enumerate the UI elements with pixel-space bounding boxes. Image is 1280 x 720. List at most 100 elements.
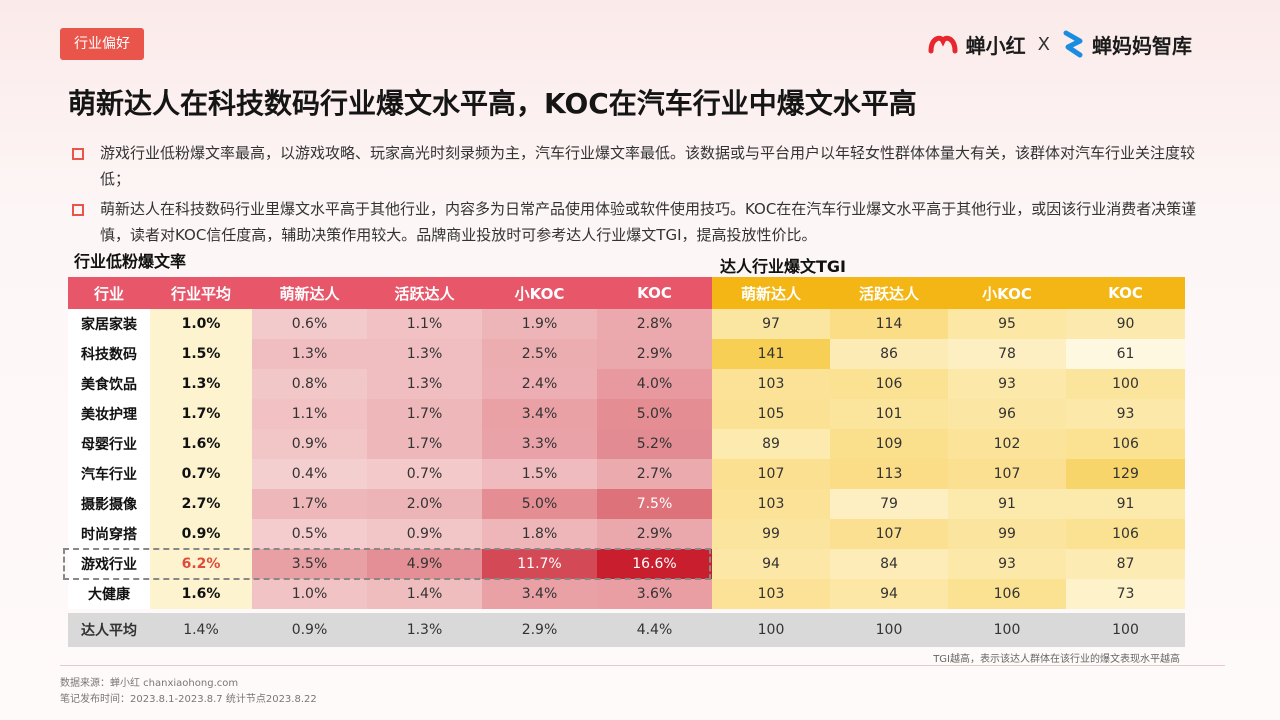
tgi-section-label: 达人行业爆文TGI — [720, 257, 847, 276]
rate-cell: 2.9% — [482, 613, 597, 647]
header-tgi-koc: KOC — [1066, 277, 1185, 309]
industry-cell: 科技数码 — [68, 339, 150, 369]
industry-cell: 汽车行业 — [68, 459, 150, 489]
tgi-cell: 102 — [948, 429, 1066, 459]
rate-cell: 2.5% — [482, 339, 597, 369]
bullet-item: 游戏行业低粉爆文率最高，以游戏攻略、玩家高光时刻录频为主，汽车行业爆文率最低。该… — [68, 140, 1198, 192]
tgi-cell: 89 — [712, 429, 830, 459]
tgi-cell: 100 — [1066, 369, 1185, 399]
rate-cell: 2.9% — [597, 339, 712, 369]
brand-logos: 蝉小红 X 蝉妈妈智库 — [928, 26, 1192, 62]
industry-avg-cell: 1.5% — [150, 339, 252, 369]
header-industry: 行业 — [68, 277, 150, 309]
industry-avg-cell: 2.7% — [150, 489, 252, 519]
tgi-cell: 109 — [830, 429, 948, 459]
table-row: 大健康 1.6% 1.0% 1.4% 3.4% 3.6% 103 94 106 73 — [68, 579, 1185, 609]
tgi-cell: 106 — [948, 579, 1066, 609]
chanxiaohong-logo-icon — [928, 35, 958, 54]
tgi-cell: 103 — [712, 489, 830, 519]
bullet-text: 游戏行业低粉爆文率最高，以游戏攻略、玩家高光时刻录频为主，汽车行业爆文率最低。该… — [100, 144, 1196, 188]
tgi-cell: 141 — [712, 339, 830, 369]
industry-avg-cell: 1.3% — [150, 369, 252, 399]
footer-source: 数据来源：蝉小红 chanxiaohong.com 笔记发布时间：2023.8.… — [60, 676, 317, 708]
footer-divider — [60, 665, 1225, 666]
rate-cell: 1.7% — [367, 399, 482, 429]
industry-cell: 时尚穿搭 — [68, 519, 150, 549]
header-tgi-newbie: 萌新达人 — [712, 277, 830, 309]
industry-cell: 家居家装 — [68, 309, 150, 339]
rate-cell: 3.3% — [482, 429, 597, 459]
rate-cell: 1.4% — [367, 579, 482, 609]
rate-cell: 4.0% — [597, 369, 712, 399]
rate-cell: 2.0% — [367, 489, 482, 519]
rate-cell: 1.3% — [367, 369, 482, 399]
rate-cell: 0.5% — [252, 519, 367, 549]
industry-avg-cell: 1.7% — [150, 399, 252, 429]
data-table: 行业 行业平均 萌新达人 活跃达人 小KOC KOC 萌新达人 活跃达人 小KO… — [68, 277, 1185, 647]
industry-avg-cell: 1.6% — [150, 429, 252, 459]
rate-cell: 1.8% — [482, 519, 597, 549]
tgi-cell: 93 — [1066, 399, 1185, 429]
tgi-cell: 100 — [1066, 613, 1185, 647]
industry-avg-cell: 0.7% — [150, 459, 252, 489]
header-rate-koc: KOC — [597, 277, 712, 309]
industry-cell: 美妆护理 — [68, 399, 150, 429]
section-tag: 行业偏好 — [60, 28, 144, 60]
industry-avg-cell: 1.4% — [150, 613, 252, 647]
tgi-cell: 106 — [1066, 429, 1185, 459]
rate-cell: 1.0% — [252, 579, 367, 609]
source-text: 数据来源：蝉小红 chanxiaohong.com — [60, 678, 239, 689]
table-header-row: 行业 行业平均 萌新达人 活跃达人 小KOC KOC 萌新达人 活跃达人 小KO… — [68, 277, 1185, 309]
rate-cell: 7.5% — [597, 489, 712, 519]
bullet-square-icon — [72, 148, 84, 160]
tgi-cell: 91 — [1066, 489, 1185, 519]
chanmama-logo-icon — [1063, 30, 1083, 58]
industry-avg-cell: 0.9% — [150, 519, 252, 549]
header-tgi-active: 活跃达人 — [830, 277, 948, 309]
table-row: 游戏行业 6.2% 3.5% 4.9% 11.7% 16.6% 94 84 93 87 — [68, 549, 1185, 579]
tgi-cell: 91 — [948, 489, 1066, 519]
table-row: 摄影摄像 2.7% 1.7% 2.0% 5.0% 7.5% 103 79 91 91 — [68, 489, 1185, 519]
rate-cell: 3.4% — [482, 579, 597, 609]
tgi-cell: 84 — [830, 549, 948, 579]
rate-cell: 0.6% — [252, 309, 367, 339]
table-row: 汽车行业 0.7% 0.4% 0.7% 1.5% 2.7% 107 113 107 129 — [68, 459, 1185, 489]
tgi-cell: 107 — [712, 459, 830, 489]
bullet-text: 萌新达人在科技数码行业里爆文水平高于其他行业，内容多为日常产品使用体验或软件使用… — [100, 200, 1197, 244]
tgi-cell: 99 — [948, 519, 1066, 549]
tgi-cell: 86 — [830, 339, 948, 369]
rate-cell: 2.7% — [597, 459, 712, 489]
tgi-cell: 101 — [830, 399, 948, 429]
tgi-cell: 129 — [1066, 459, 1185, 489]
rate-cell: 5.0% — [482, 489, 597, 519]
header-rate-small-koc: 小KOC — [482, 277, 597, 309]
brand-name-1: 蝉小红 — [965, 33, 1026, 58]
tgi-cell: 99 — [712, 519, 830, 549]
tgi-cell: 100 — [948, 613, 1066, 647]
tgi-cell: 93 — [948, 369, 1066, 399]
rate-cell: 3.6% — [597, 579, 712, 609]
bullet-list: 游戏行业低粉爆文率最高，以游戏攻略、玩家高光时刻录频为主，汽车行业爆文率最低。该… — [68, 140, 1198, 252]
table-row: 母婴行业 1.6% 0.9% 1.7% 3.3% 5.2% 89 109 102 106 — [68, 429, 1185, 459]
rate-cell: 11.7% — [482, 549, 597, 579]
rate-cell: 1.7% — [252, 489, 367, 519]
rate-cell: 1.1% — [367, 309, 482, 339]
tgi-cell: 73 — [1066, 579, 1185, 609]
tgi-cell: 100 — [712, 613, 830, 647]
table-row: 科技数码 1.5% 1.3% 1.3% 2.5% 2.9% 141 86 78 61 — [68, 339, 1185, 369]
tgi-cell: 93 — [948, 549, 1066, 579]
industry-cell: 大健康 — [68, 579, 150, 609]
brand-name-2: 蝉妈妈智库 — [1092, 33, 1192, 58]
tgi-cell: 79 — [830, 489, 948, 519]
tgi-cell: 106 — [830, 369, 948, 399]
table-row: 家居家装 1.0% 0.6% 1.1% 1.9% 2.8% 97 114 95 90 — [68, 309, 1185, 339]
rate-cell: 3.5% — [252, 549, 367, 579]
industry-cell: 美食饮品 — [68, 369, 150, 399]
industry-avg-cell: 6.2% — [150, 549, 252, 579]
page-title: 萌新达人在科技数码行业爆文水平高，KOC在汽车行业中爆文水平高 — [68, 87, 917, 120]
industry-avg-cell: 1.0% — [150, 309, 252, 339]
industry-cell: 摄影摄像 — [68, 489, 150, 519]
tgi-cell: 107 — [948, 459, 1066, 489]
rate-cell: 5.0% — [597, 399, 712, 429]
tgi-footnote: TGI越高，表示该达人群体在该行业的爆文表现水平越高 — [933, 654, 1180, 665]
